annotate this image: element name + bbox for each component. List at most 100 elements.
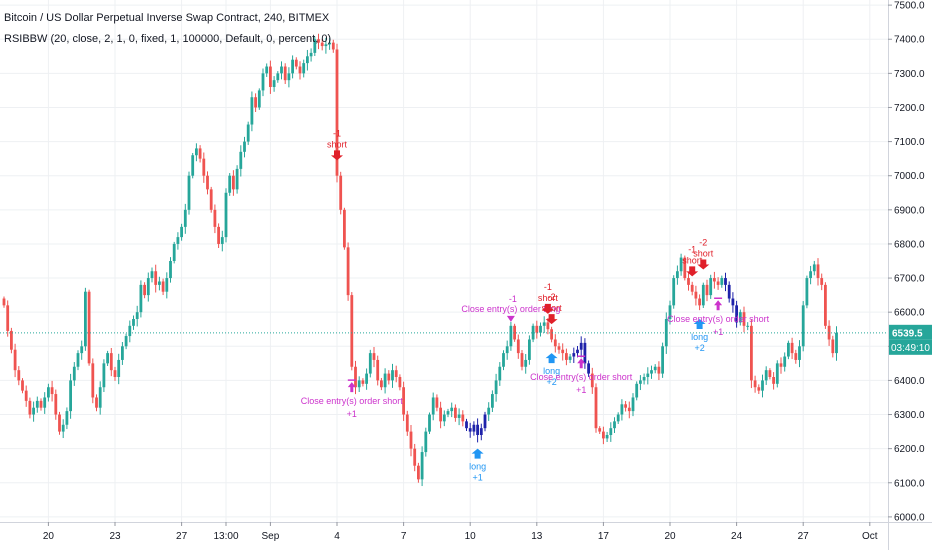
candle-body [409, 431, 413, 449]
last-price-label: 6539.5 [892, 328, 923, 339]
candle-body [172, 243, 176, 261]
candle-body [701, 284, 705, 306]
candle-body [613, 421, 616, 429]
candle-body [387, 373, 391, 381]
candle-body [328, 42, 331, 45]
candle-body [498, 366, 502, 381]
candle-body [679, 257, 683, 272]
candle-body [376, 359, 380, 381]
candle-body [91, 363, 95, 398]
candle-body [753, 380, 757, 388]
signal-short: short-1 [538, 282, 558, 314]
candle-body [54, 394, 58, 415]
candle-body [383, 373, 387, 388]
signal-long: long+2 [691, 319, 708, 353]
candle-body [450, 407, 454, 412]
candle-body [709, 278, 713, 296]
candle-body [143, 284, 146, 296]
signal-qty: +2 [546, 377, 556, 387]
x-tick-label: 4 [334, 531, 340, 542]
candle-body [531, 325, 535, 340]
candle-body [372, 353, 376, 360]
candle-body [209, 189, 213, 210]
signal-label: Close entry(s) order long [461, 304, 560, 314]
candle-body [228, 175, 232, 193]
candle-body [642, 377, 646, 381]
y-tick-label: 7500.0 [894, 1, 925, 12]
candle-body [557, 346, 561, 350]
candle-body [10, 330, 13, 350]
signal-label: short [682, 255, 703, 265]
candle-body [202, 158, 206, 176]
last-price-badge [889, 324, 932, 340]
candle-body [616, 414, 620, 422]
candle-body [265, 66, 269, 74]
candle-body [121, 346, 124, 360]
candle-body [824, 284, 827, 326]
candle-body [572, 353, 576, 357]
candle-body [768, 370, 772, 377]
candle-body [158, 281, 161, 285]
candle-body [250, 97, 254, 125]
close-arrow-icon [577, 358, 586, 369]
signal-qty: -1 [688, 244, 696, 254]
candle-body [594, 387, 598, 429]
x-tick-label: 23 [109, 531, 121, 542]
indicator-legend[interactable]: RSIBBW (20, close, 2, 1, 0, fixed, 1, 10… [4, 33, 332, 45]
candle-body [331, 42, 335, 50]
candle-body [69, 380, 72, 412]
candle-body [309, 52, 313, 57]
signal-long: long+2 [543, 353, 560, 387]
y-tick-label: 7100.0 [894, 137, 925, 148]
candle-body [590, 373, 594, 388]
candle-body [772, 377, 775, 384]
candle-body [39, 400, 43, 408]
candle-body [261, 73, 265, 91]
candle-body [365, 373, 368, 384]
candle-body [627, 407, 631, 412]
x-tick-label: 10 [465, 531, 477, 542]
candle-body [483, 414, 487, 429]
signal-label: Close entry(s) order short [530, 372, 633, 382]
candle-body [794, 353, 798, 360]
candle-body [698, 298, 701, 306]
candle-body [420, 452, 424, 480]
candle-body [335, 49, 339, 176]
candle-body [635, 383, 639, 398]
candle-body [672, 278, 676, 306]
candle-body [394, 370, 398, 377]
candle-body [343, 209, 346, 248]
candle-body [435, 397, 439, 408]
candle-body [128, 325, 132, 337]
candle-body [176, 237, 180, 244]
candle-body [801, 305, 805, 347]
candle-body [317, 39, 320, 43]
candle-body [132, 319, 135, 326]
candle-body [350, 295, 354, 367]
signal-label: Close entry(s) order short [301, 396, 404, 406]
candle-body [831, 339, 835, 354]
candle-body [553, 339, 557, 347]
candle-body [139, 284, 143, 313]
x-tick-label: 24 [731, 531, 743, 542]
candle-body [21, 380, 24, 391]
signal-label: short [693, 249, 714, 259]
x-tick-label: Oct [862, 531, 878, 542]
x-tick-label: 27 [176, 531, 188, 542]
candle-body [154, 271, 158, 285]
candle-body [491, 394, 494, 408]
candle-body [539, 325, 542, 333]
x-tick-label: Sep [262, 531, 280, 542]
candle-body [213, 209, 217, 227]
candle-body [624, 404, 627, 408]
y-tick-label: 7200.0 [894, 103, 925, 114]
candle-body [442, 414, 446, 422]
candle-body [809, 271, 812, 279]
candle-body [550, 329, 553, 340]
candle-body [357, 380, 361, 388]
candle-body [413, 448, 417, 466]
candle-body [835, 332, 838, 354]
